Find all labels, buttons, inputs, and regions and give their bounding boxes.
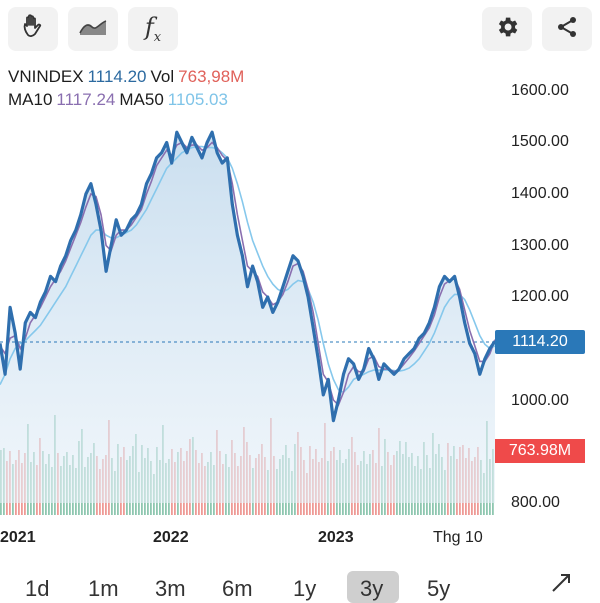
y-tick-1000: 1000.00 xyxy=(511,392,569,409)
ma50-value: 1105.03 xyxy=(167,90,228,109)
y-tick-1300: 1300.00 xyxy=(511,237,569,254)
tab-3m[interactable]: 3m xyxy=(155,576,186,601)
indicator-button[interactable]: fx xyxy=(128,7,178,51)
area-chart-icon xyxy=(78,15,108,44)
vnindex-line xyxy=(0,130,497,423)
price-area xyxy=(0,132,495,503)
x-tick-2022: 2022 xyxy=(153,529,189,546)
price-chart[interactable] xyxy=(0,0,600,560)
ma50-label: MA50 xyxy=(119,90,164,109)
vol-value: 763,98M xyxy=(178,67,245,86)
y-tick-800: 800.00 xyxy=(511,494,560,511)
index-value: 1114.20 xyxy=(87,67,147,86)
chart-type-button[interactable] xyxy=(68,7,118,51)
symbol-label: VNINDEX xyxy=(8,67,84,86)
y-tick-1200: 1200.00 xyxy=(511,288,569,305)
y-tick-1600: 1600.00 xyxy=(511,82,569,99)
tab-6m[interactable]: 6m xyxy=(222,576,253,601)
expand-icon[interactable] xyxy=(550,572,572,600)
gear-icon xyxy=(494,14,520,45)
tab-3y[interactable]: 3y xyxy=(360,576,384,601)
tab-1m[interactable]: 1m xyxy=(88,576,119,601)
ma50-line xyxy=(0,145,496,394)
draw-tool-button[interactable] xyxy=(8,7,58,51)
y-tick-1500: 1500.00 xyxy=(511,133,569,150)
fx-icon: fx xyxy=(144,13,162,45)
last-price-tag: 1114.20 xyxy=(495,330,585,354)
range-active-highlight xyxy=(347,571,399,603)
hand-draw-icon xyxy=(19,13,47,46)
tab-1d[interactable]: 1d xyxy=(25,576,50,601)
fx-label: f xyxy=(144,13,154,42)
tab-5y[interactable]: 5y xyxy=(427,576,451,601)
x-tick-2021: 2021 xyxy=(0,529,36,546)
vol-label: Vol xyxy=(150,67,175,86)
share-icon xyxy=(555,15,579,44)
ma10-line xyxy=(0,141,496,407)
last-volume-tag: 763.98M xyxy=(495,439,585,463)
tab-1y[interactable]: 1y xyxy=(293,576,317,601)
legend-row-2: MA10 1117.24 MA50 1105.03 xyxy=(8,90,232,110)
settings-button[interactable] xyxy=(482,7,532,51)
ma10-value: 1117.24 xyxy=(56,90,116,109)
legend-row-1: VNINDEX 1114.20 Vol 763,98M xyxy=(8,67,248,87)
ma10-label: MA10 xyxy=(8,90,53,109)
y-tick-1400: 1400.00 xyxy=(511,185,569,202)
x-tick-2023: 2023 xyxy=(318,529,354,546)
x-tick-thg10: Thg 10 xyxy=(433,529,483,546)
share-button[interactable] xyxy=(542,7,592,51)
range-tabs: 1d 1m 3m 6m 1y 3y 5y xyxy=(0,570,600,603)
